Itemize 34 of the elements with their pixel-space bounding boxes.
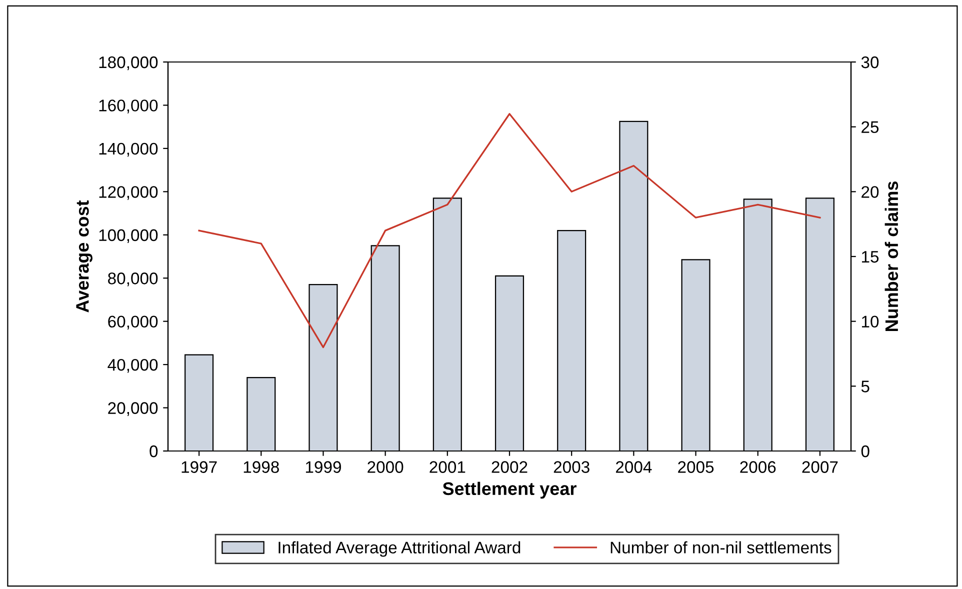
y-tick-label: 100,000 (99, 229, 158, 244)
x-tick-label: 1998 (244, 461, 279, 473)
x-tick-label: 2001 (430, 461, 466, 473)
y2-tick-label: 0 (861, 445, 870, 458)
y-tick-label: 140,000 (99, 142, 158, 157)
y-axis-title: Average cost (76, 200, 92, 312)
legend-label: Number of non-nil settlements (610, 541, 832, 554)
y-tick-label: 120,000 (99, 186, 158, 200)
y2-tick-label: 25 (862, 121, 879, 134)
x-tick-label: 2005 (678, 461, 714, 473)
y-tick-label: 60,000 (108, 316, 158, 330)
y-tick-label: 20,000 (108, 402, 158, 416)
y-tick-label: 160,000 (99, 100, 158, 114)
y2-tick-label: 30 (861, 56, 879, 68)
y2-tick-label: 15 (862, 251, 879, 263)
x-tick-label: 2002 (492, 461, 528, 473)
y-tick-label: 180,000 (99, 56, 158, 70)
y-tick-label: 0 (150, 445, 158, 458)
x-tick-label: 2007 (802, 461, 838, 473)
y2-tick-label: 10 (862, 316, 879, 328)
x-tick-label: 2003 (554, 461, 590, 473)
legend-label: Inflated Average Attritional Award (278, 541, 520, 557)
line-series (198, 113, 821, 348)
y-tick-label: 80,000 (108, 272, 158, 286)
x-tick-label: 2006 (740, 461, 776, 473)
x-tick-label: 2000 (368, 461, 404, 473)
x-tick-label: 1999 (306, 461, 341, 473)
y-tick-label: 40,000 (108, 358, 158, 373)
x-axis-title: Settlement year (442, 482, 576, 499)
y2-tick-label: 20 (862, 186, 879, 198)
x-tick-label: 2004 (616, 461, 652, 473)
y2-axis-title: Number of claims (884, 181, 898, 332)
x-tick-label: 1997 (182, 461, 217, 473)
y2-tick-label: 5 (861, 380, 870, 392)
